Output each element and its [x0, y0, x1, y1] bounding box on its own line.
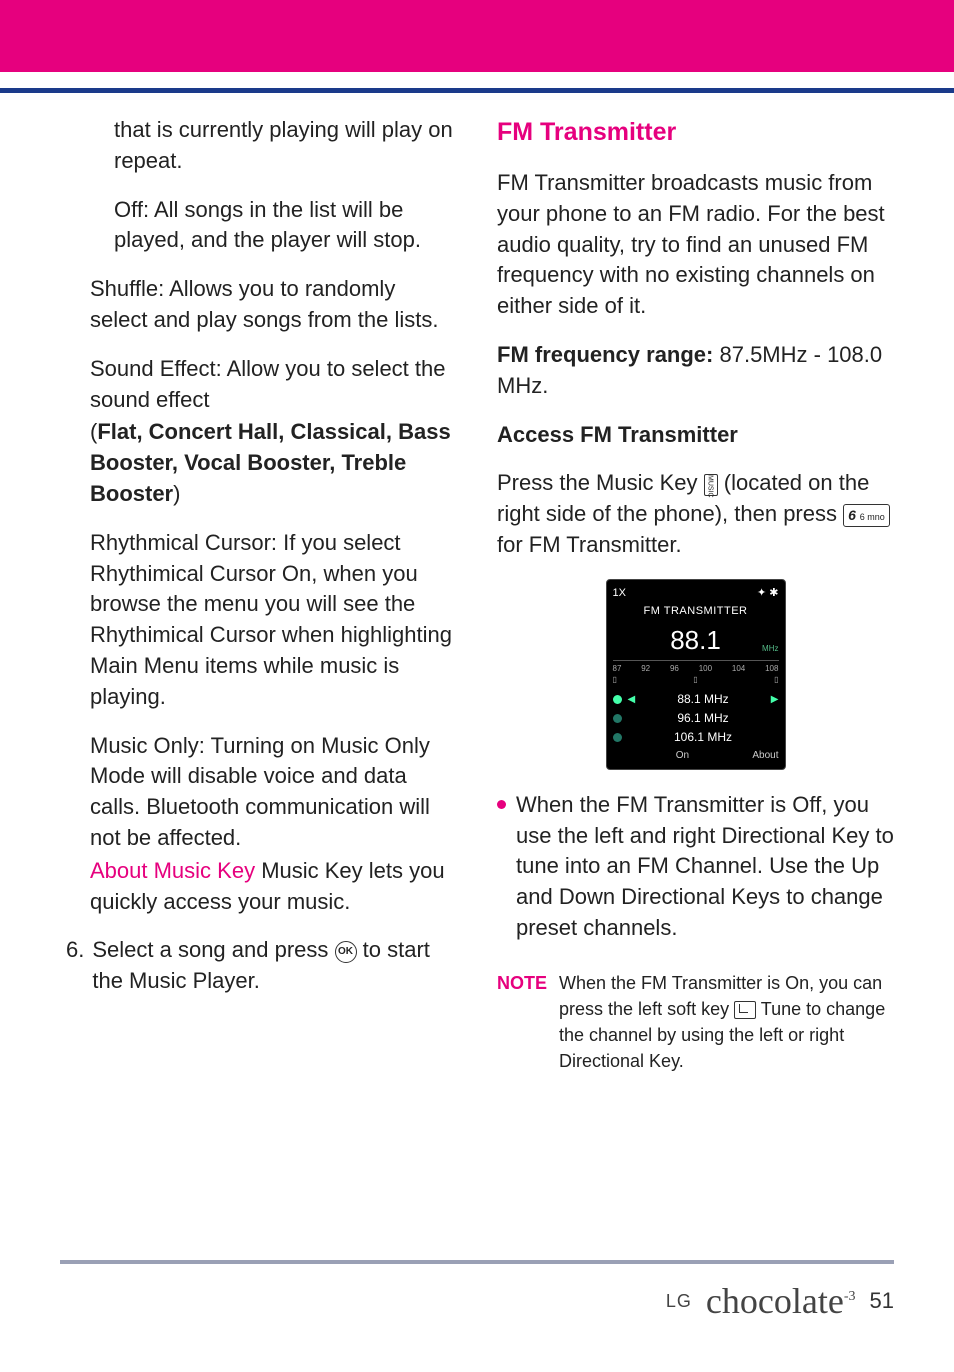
bullet-icon: [497, 800, 506, 809]
scale-2: 96: [670, 663, 679, 674]
right-column: FM Transmitter FM Transmitter broadcasts…: [497, 115, 894, 1074]
preset-2-freq: 96.1 MHz: [628, 710, 779, 727]
chocolate-word: chocolate: [706, 1281, 844, 1321]
phone-mhz-label: MHz: [762, 643, 778, 654]
rhythmical-cursor-text: Rhythmical Cursor: If you select Rhythim…: [60, 528, 457, 713]
scale-1: 92: [641, 663, 650, 674]
preset-row-2: 96.1 MHz: [613, 710, 779, 727]
phone-status-right: ✦ ✱: [757, 586, 779, 601]
note-label: NOTE: [497, 970, 547, 1074]
phone-foot-mid: On: [676, 749, 689, 763]
page-number: 51: [870, 1288, 894, 1314]
left-column: that is currently playing will play on r…: [60, 115, 457, 1074]
paren-close: ): [173, 481, 180, 506]
phone-scale: 87 92 96 100 104 108: [613, 660, 779, 674]
radio-icon: [613, 733, 622, 742]
header-magenta-bar: [0, 0, 954, 72]
page-columns: that is currently playing will play on r…: [0, 93, 954, 1074]
access-c: for FM Transmitter.: [497, 532, 682, 557]
radio-icon: [613, 695, 622, 704]
arrow-left-icon: ◀: [628, 693, 636, 707]
fm-transmitter-heading: FM Transmitter: [497, 115, 894, 150]
step-6-text: Select a song and press OK to start the …: [92, 935, 457, 997]
key-6-label: 6 mno: [860, 512, 885, 522]
phone-status-left: 1X: [613, 586, 626, 601]
chocolate-logo: chocolate‑3: [706, 1280, 856, 1322]
bullet-item: When the FM Transmitter is Off, you use …: [497, 790, 894, 944]
fm-range-label: FM frequency range:: [497, 342, 713, 367]
step-6-number: 6.: [66, 935, 84, 997]
shuffle-text: Shuffle: Allows you to randomly select a…: [60, 274, 457, 336]
left-soft-key-icon: [734, 1001, 756, 1019]
access-a: Press the Music Key: [497, 470, 704, 495]
phone-foot-right: About: [752, 749, 778, 763]
footer-rule: [60, 1260, 894, 1264]
sound-effect-options: (Flat, Concert Hall, Classical, Bass Boo…: [60, 417, 457, 509]
about-music-key-line: About Music Key Music Key lets you quick…: [60, 856, 457, 918]
radio-icon: [613, 714, 622, 723]
access-instructions: Press the Music Key MUSIC (located on th…: [497, 468, 894, 560]
music-key-icon: MUSIC: [704, 474, 718, 496]
about-music-key-link[interactable]: About Music Key: [90, 858, 255, 883]
repeat-on-text: that is currently playing will play on r…: [60, 115, 457, 177]
sound-effect-list: Flat, Concert Hall, Classical, Bass Boos…: [90, 419, 451, 506]
lg-logo: LG: [666, 1291, 692, 1312]
scale-4: 104: [732, 663, 745, 674]
scale-0: 87: [613, 663, 622, 674]
phone-softkeys: On About: [613, 749, 779, 763]
phone-frequency-value: 88.1: [670, 625, 721, 655]
bullet-text: When the FM Transmitter is Off, you use …: [516, 790, 894, 944]
scale-5: 108: [765, 663, 778, 674]
fm-range-line: FM frequency range: 87.5MHz - 108.0 MHz.: [497, 340, 894, 402]
phone-status-bar: 1X ✦ ✱: [613, 586, 779, 601]
step-6: 6. Select a song and press OK to start t…: [60, 935, 457, 997]
arrow-right-icon: ▶: [771, 693, 779, 707]
music-only-text: Music Only: Turning on Music Only Mode w…: [60, 731, 457, 854]
access-fm-heading: Access FM Transmitter: [497, 420, 894, 451]
chocolate-version: 3: [849, 1289, 856, 1304]
phone-markers: ▯▯▯: [613, 674, 779, 685]
fm-intro-text: FM Transmitter broadcasts music from you…: [497, 168, 894, 322]
preset-row-1: ◀ 88.1 MHz ▶: [613, 691, 779, 708]
sound-effect-text: Sound Effect: Allow you to select the so…: [60, 354, 457, 416]
note-block: NOTE When the FM Transmitter is On, you …: [497, 970, 894, 1074]
chocolate-sup: ‑3: [844, 1289, 856, 1304]
ok-key-icon: OK: [335, 941, 357, 963]
phone-frequency: 88.1 MHz: [613, 622, 779, 658]
phone-title: FM TRANSMITTER: [613, 604, 779, 619]
preset-3-freq: 106.1 MHz: [628, 729, 779, 746]
step-6-text-a: Select a song and press: [92, 937, 334, 962]
preset-1-freq: 88.1 MHz: [641, 691, 765, 708]
scale-3: 100: [699, 663, 712, 674]
key-6-icon: 6 6 mno: [843, 504, 890, 528]
phone-screenshot: 1X ✦ ✱ FM TRANSMITTER 88.1 MHz 87 92 96 …: [606, 579, 786, 770]
footer: LG chocolate‑3 51: [666, 1280, 894, 1322]
repeat-off-text: Off: All songs in the list will be playe…: [60, 195, 457, 257]
note-text: When the FM Transmitter is On, you can p…: [559, 970, 894, 1074]
preset-row-3: 106.1 MHz: [613, 729, 779, 746]
